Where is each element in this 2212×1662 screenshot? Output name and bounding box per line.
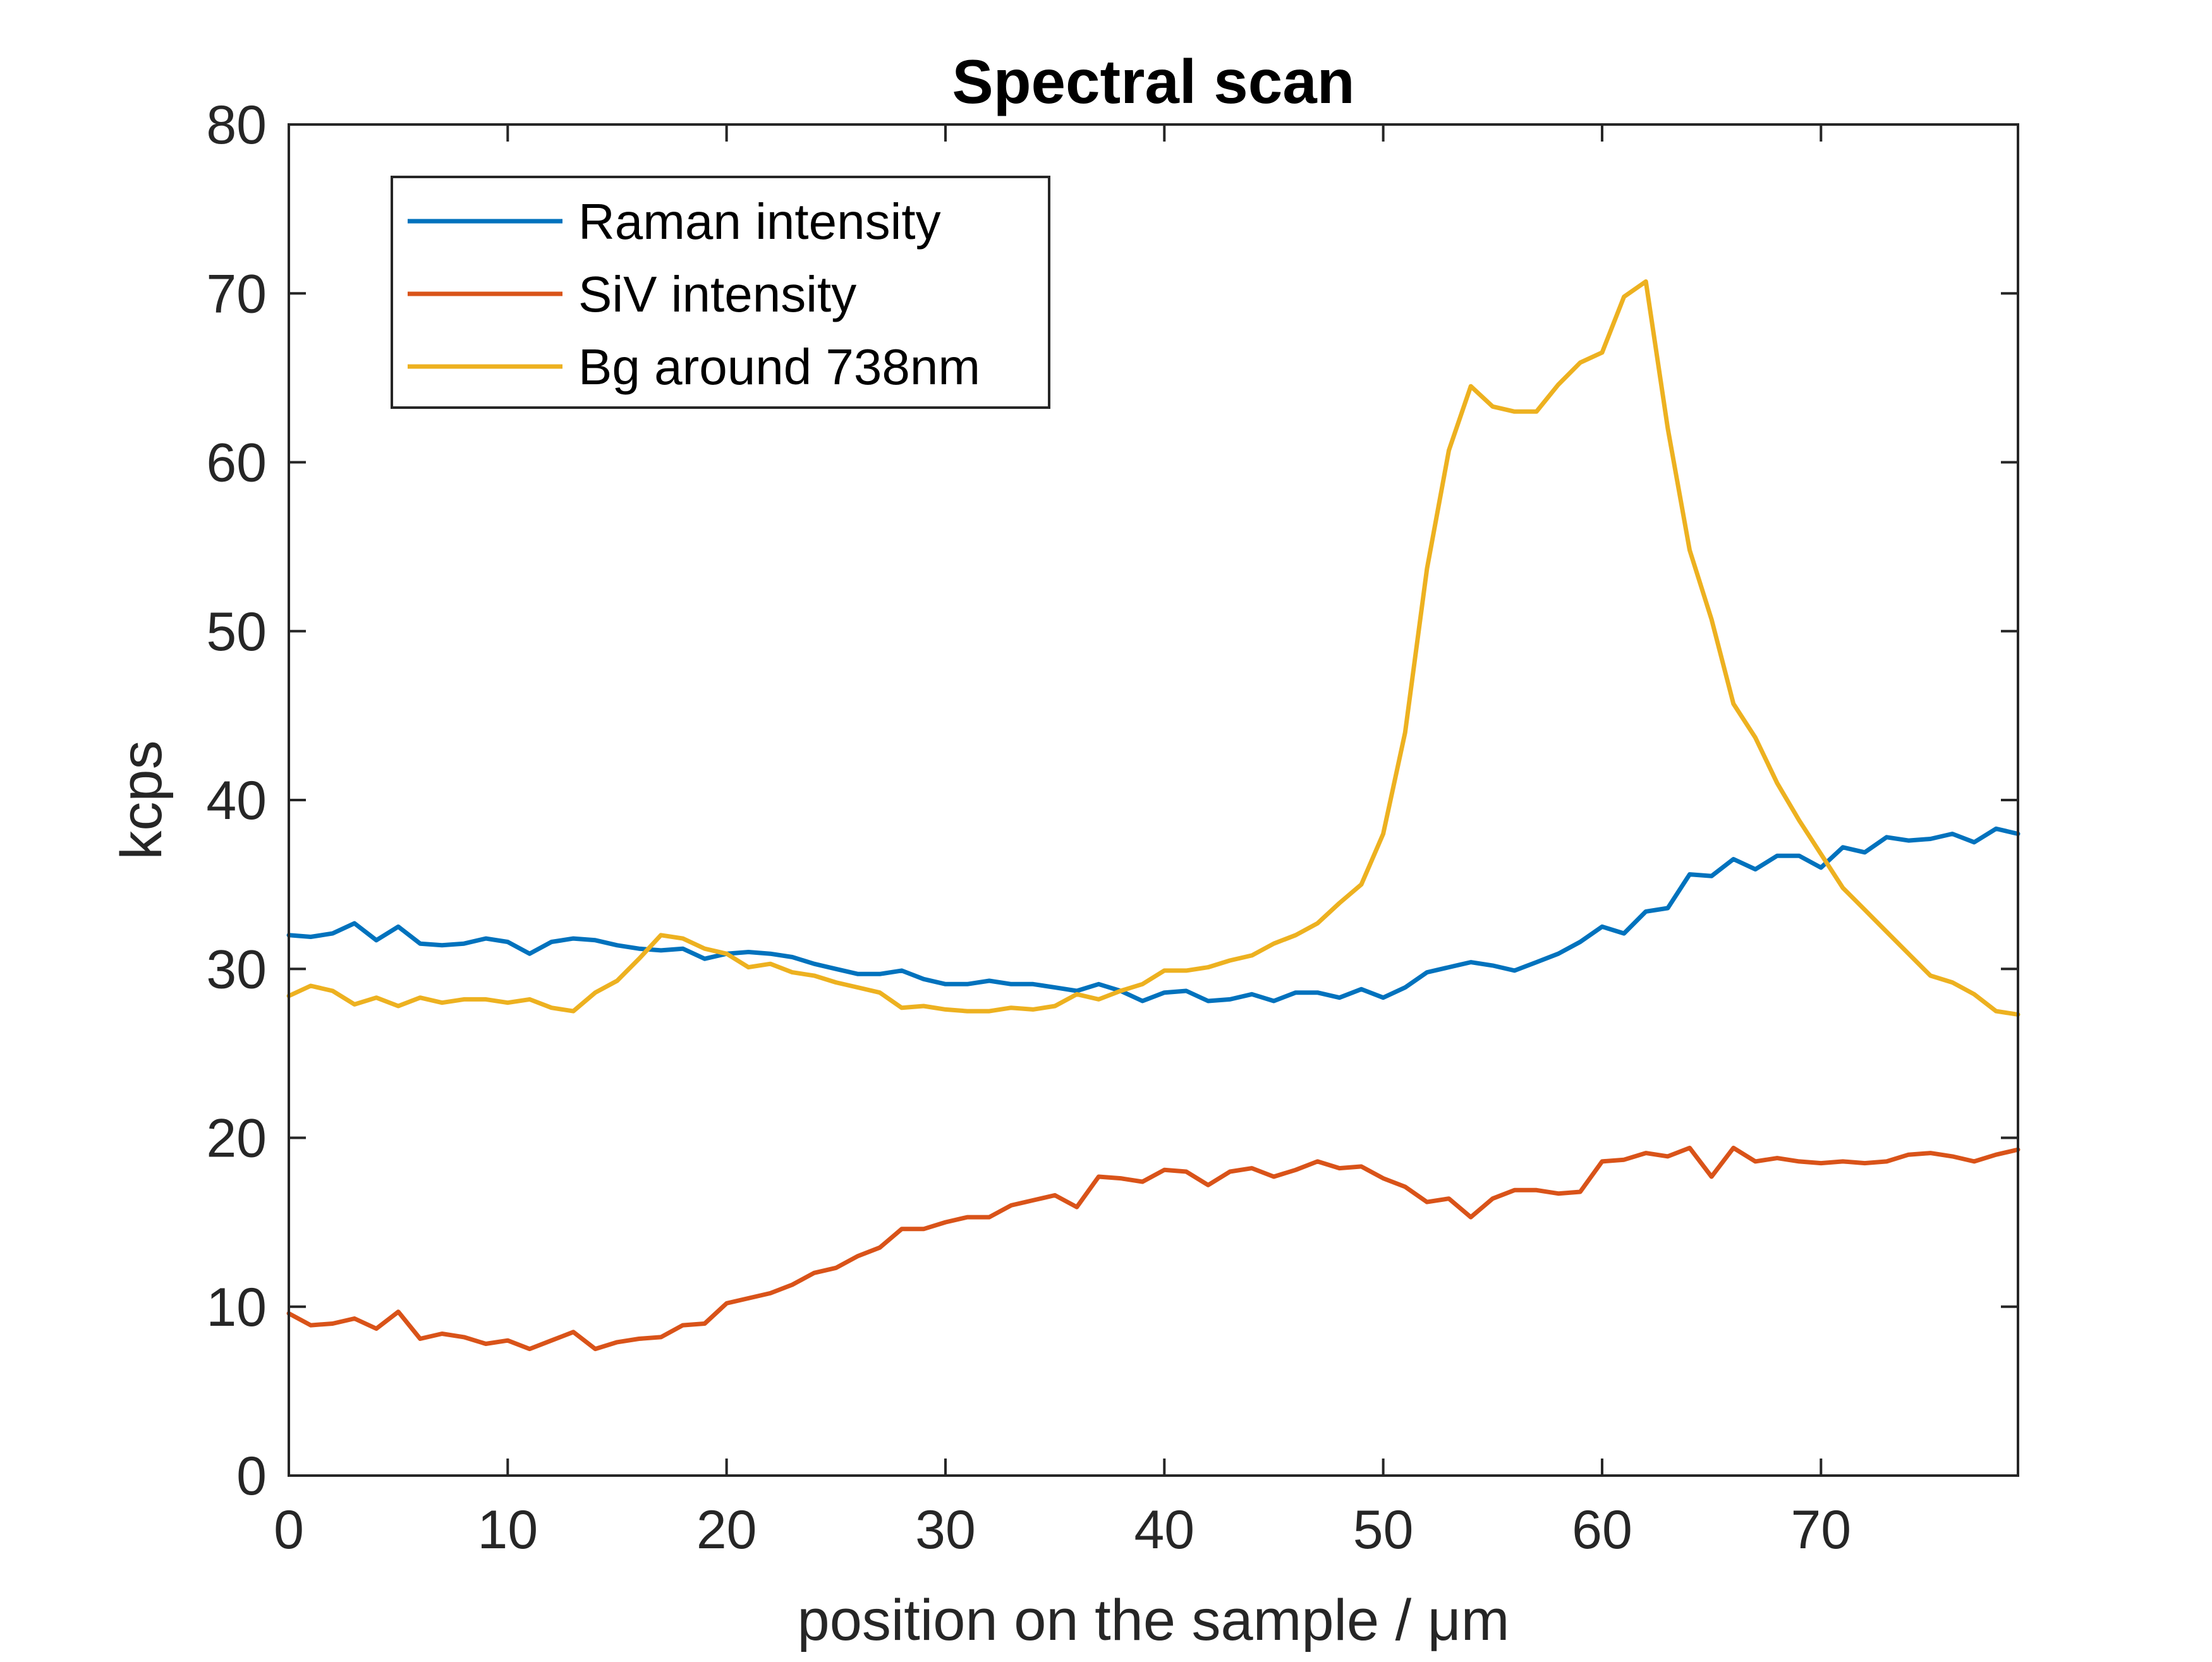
x-tick-label: 30 bbox=[915, 1500, 976, 1560]
tick-layer: 0 10 20 30 40 50 60 70 0 10 20 30 40 50 60 70 80 bbox=[206, 95, 2018, 1560]
y-axis-title: kcps bbox=[109, 740, 174, 859]
legend-label: SiV intensity bbox=[578, 266, 856, 322]
x-tick-label: 70 bbox=[1790, 1500, 1851, 1560]
y-tick-label: 80 bbox=[206, 95, 267, 155]
x-tick-label: 0 bbox=[274, 1500, 304, 1560]
x-tick-label: 50 bbox=[1353, 1500, 1414, 1560]
y-tick-label: 0 bbox=[236, 1446, 267, 1507]
x-axis-title: position on the sample / μm bbox=[798, 1588, 1510, 1653]
legend-label: Bg around 738nm bbox=[578, 339, 980, 395]
chart-title: Spectral scan bbox=[952, 47, 1354, 116]
x-tick-label: 40 bbox=[1134, 1500, 1194, 1560]
y-tick-label: 60 bbox=[206, 433, 267, 494]
series-line-2 bbox=[286, 1146, 2021, 1352]
y-tick-label: 30 bbox=[206, 939, 267, 1000]
x-tick-label: 10 bbox=[477, 1500, 538, 1560]
series-line-3 bbox=[286, 279, 2021, 1017]
y-tick-label: 20 bbox=[206, 1108, 267, 1169]
legend: Raman intensity SiV intensity Bg around 73… bbox=[391, 176, 1050, 409]
series-layer bbox=[286, 279, 2021, 1352]
x-tick-label: 60 bbox=[1572, 1500, 1632, 1560]
series-line-1 bbox=[286, 826, 2021, 1004]
y-tick-label: 10 bbox=[206, 1277, 267, 1338]
y-tick-label: 40 bbox=[206, 770, 267, 831]
x-tick-label: 20 bbox=[696, 1500, 757, 1560]
legend-label: Raman intensity bbox=[578, 193, 941, 250]
y-tick-label: 50 bbox=[206, 602, 267, 662]
y-tick-label: 70 bbox=[206, 264, 267, 324]
